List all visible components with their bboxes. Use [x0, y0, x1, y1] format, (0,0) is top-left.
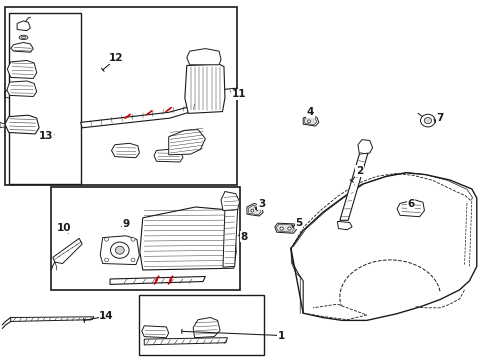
Polygon shape [248, 205, 261, 215]
Polygon shape [11, 42, 33, 52]
Text: 3: 3 [258, 199, 264, 210]
Polygon shape [221, 192, 239, 211]
Ellipse shape [131, 258, 135, 262]
Bar [9, 13, 81, 184]
Text: 2: 2 [355, 166, 362, 176]
Polygon shape [100, 236, 139, 265]
Polygon shape [303, 115, 318, 126]
Ellipse shape [21, 36, 26, 39]
Polygon shape [81, 103, 204, 128]
Text: 5: 5 [295, 218, 302, 228]
Polygon shape [142, 326, 168, 338]
Polygon shape [186, 49, 221, 65]
Ellipse shape [115, 246, 124, 254]
Polygon shape [193, 318, 220, 338]
Polygon shape [357, 140, 372, 154]
Polygon shape [274, 223, 296, 233]
Ellipse shape [19, 35, 28, 40]
Bar [5, 7, 237, 185]
Polygon shape [7, 60, 37, 78]
Text: 14: 14 [99, 311, 114, 321]
Ellipse shape [255, 207, 258, 210]
Text: 12: 12 [109, 53, 123, 63]
Polygon shape [246, 203, 263, 216]
Polygon shape [276, 224, 294, 232]
Text: 7: 7 [435, 113, 443, 123]
Ellipse shape [104, 258, 108, 262]
Text: 8: 8 [241, 232, 247, 242]
Polygon shape [7, 81, 37, 96]
Text: 9: 9 [122, 219, 129, 229]
Ellipse shape [250, 209, 253, 212]
Polygon shape [111, 143, 139, 158]
Ellipse shape [423, 117, 430, 124]
Polygon shape [53, 238, 82, 264]
Ellipse shape [279, 227, 283, 230]
Polygon shape [154, 149, 183, 162]
Polygon shape [17, 21, 30, 31]
Polygon shape [140, 207, 236, 270]
Polygon shape [11, 317, 94, 321]
Ellipse shape [420, 114, 434, 127]
Polygon shape [304, 116, 316, 125]
Polygon shape [396, 200, 424, 217]
Bar [139, 295, 264, 355]
Text: 6: 6 [407, 199, 413, 210]
Ellipse shape [307, 120, 310, 123]
Text: 13: 13 [39, 131, 54, 141]
Polygon shape [337, 221, 351, 230]
Ellipse shape [131, 238, 135, 241]
Text: 1: 1 [277, 330, 284, 341]
Bar [51, 187, 239, 290]
Polygon shape [168, 130, 205, 155]
Polygon shape [184, 64, 224, 113]
Polygon shape [5, 115, 39, 134]
Polygon shape [110, 276, 205, 284]
Polygon shape [144, 338, 227, 345]
Ellipse shape [287, 227, 290, 230]
Text: 11: 11 [231, 89, 245, 99]
Text: 10: 10 [56, 222, 71, 233]
Polygon shape [339, 149, 368, 220]
Polygon shape [0, 122, 5, 128]
Text: 4: 4 [306, 107, 314, 117]
Ellipse shape [110, 242, 129, 258]
Ellipse shape [104, 238, 108, 241]
Polygon shape [223, 208, 237, 267]
